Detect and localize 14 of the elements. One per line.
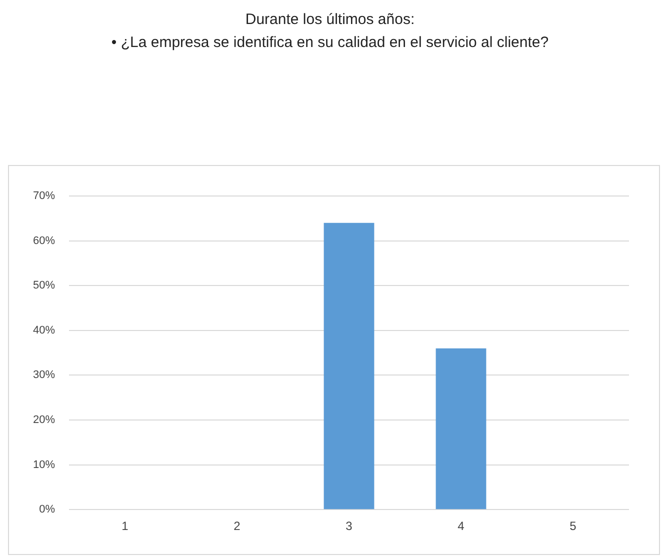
y-tick-label: 20%	[32, 414, 56, 426]
x-tick-label: 5	[570, 519, 577, 534]
y-tick-label: 70%	[32, 190, 56, 202]
chart-title: Durante los últimos años: • ¿La empresa se identifica en su calidad en el servicio al cliente?	[110, 10, 550, 53]
x-tick-label: 2	[234, 519, 241, 534]
x-tick-label: 3	[346, 519, 353, 534]
y-tick-label: 60%	[32, 234, 56, 247]
y-tick-label: 0%	[39, 504, 56, 516]
x-tick-label: 1	[122, 519, 129, 534]
x-tick-label: 4	[458, 519, 465, 534]
y-tick-label: 50%	[32, 280, 56, 292]
y-tick-label: 10%	[32, 458, 56, 471]
y-tick-label: 40%	[32, 324, 56, 336]
y-tick-label: 30%	[32, 369, 56, 382]
